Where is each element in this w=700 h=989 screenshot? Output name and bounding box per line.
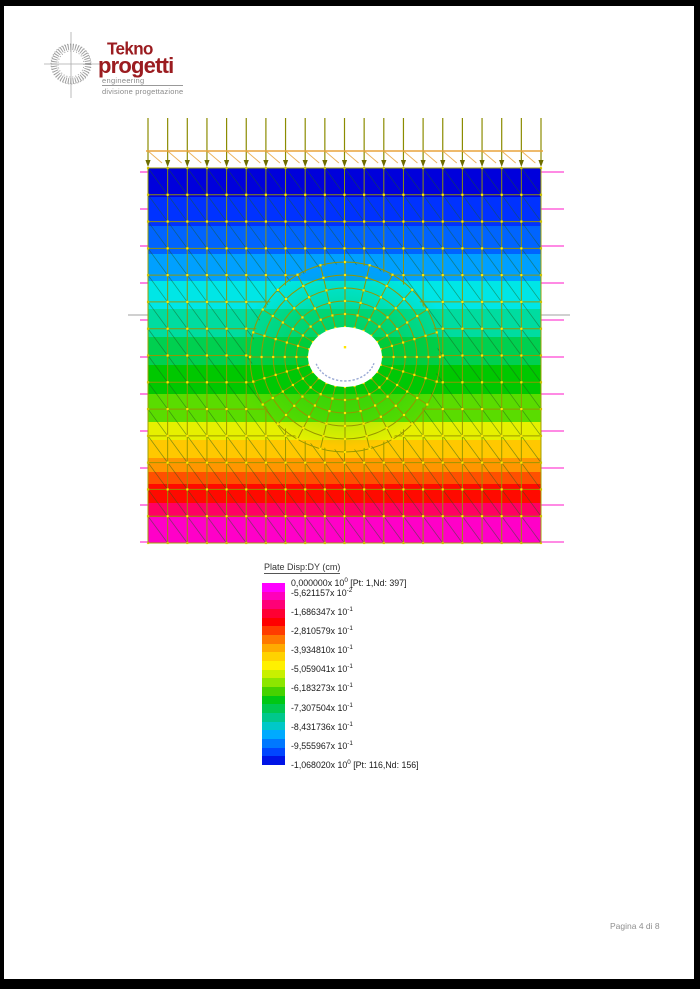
legend-entry: -9,555967x 10-1 (291, 739, 353, 751)
hole-undeformed-dashes (315, 362, 375, 382)
logo-line-engineering: engineering (102, 76, 145, 85)
logo-line-progetti: progetti (98, 53, 174, 78)
legend-entry: -1,068020x 100 [Pt: 116,Nd: 156] (291, 759, 419, 770)
legend-entries: 0,000000x 100 [Pt: 1,Nd: 397] -5,621157x … (291, 577, 481, 770)
legend-entry: -2,810579x 10-1 (291, 624, 353, 636)
logo-line-tekno: Tekno (107, 38, 153, 59)
logo-line-divisione: divisione progettazione (102, 85, 184, 96)
legend-title: Plate Disp:DY (cm) (264, 562, 341, 574)
fem-contour-plot (128, 118, 570, 545)
legend-entry: -3,934810x 10-1 (291, 644, 353, 655)
legend-entry: -5,059041x 10-1 (291, 663, 353, 675)
contour-legend: Plate Disp:DY (cm) 0,000000x 100 [Pt: 1,… (262, 562, 482, 783)
legend-entry: -7,307504x 10-1 (291, 701, 353, 713)
mesh-diagonals (147, 167, 542, 544)
restraint-ticks (140, 171, 564, 543)
page-number: Pagina 4 di 8 (610, 921, 660, 931)
logo-text-block: Tekno progetti engineering divisione pro… (98, 38, 184, 100)
legend-colorbar (262, 583, 285, 766)
report-page: Tekno progetti engineering divisione pro… (4, 6, 694, 979)
plate-hole (308, 327, 382, 387)
load-arrows (145, 118, 544, 167)
gear-seismograph-icon (44, 32, 100, 98)
legend-entry: 0,000000x 100 [Pt: 1,Nd: 397] (291, 577, 407, 588)
legend-entry: -5,621157x 10-2 (291, 586, 353, 598)
company-logo: Tekno progetti engineering divisione pro… (44, 30, 184, 100)
plate-outline (147, 167, 542, 544)
legend-entry: -8,431736x 10-1 (291, 720, 353, 732)
legend-entry: -1,686347x 10-1 (291, 605, 353, 617)
legend-entry: -6,183273x 10-1 (291, 682, 353, 694)
